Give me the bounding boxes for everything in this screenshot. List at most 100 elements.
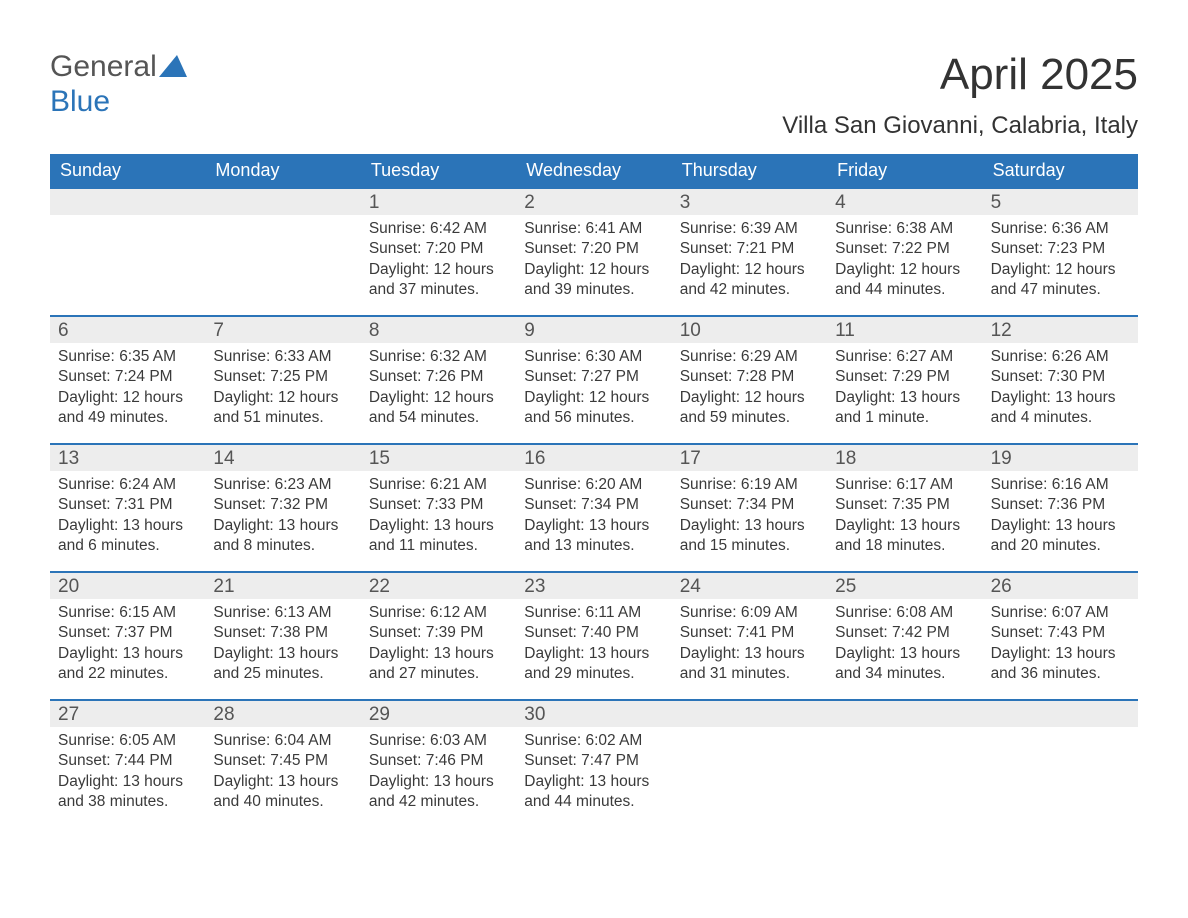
sunset-line: Sunset: 7:22 PM <box>835 239 974 259</box>
day-details: Sunrise: 6:03 AMSunset: 7:46 PMDaylight:… <box>361 727 516 819</box>
weekday-header: Monday <box>205 154 360 187</box>
sunrise-value: 6:17 AM <box>896 476 953 493</box>
sunset-label: Sunset: <box>524 624 577 641</box>
sunrise-label: Sunrise: <box>58 348 115 365</box>
daylight-label: Daylight: <box>213 389 273 406</box>
daylight-label: Daylight: <box>835 645 895 662</box>
sunset-label: Sunset: <box>524 368 577 385</box>
day-details: Sunrise: 6:32 AMSunset: 7:26 PMDaylight:… <box>361 343 516 435</box>
sunset-value: 7:30 PM <box>1047 368 1105 385</box>
sunset-value: 7:24 PM <box>115 368 173 385</box>
sunset-value: 7:23 PM <box>1047 240 1105 257</box>
sunset-value: 7:28 PM <box>737 368 795 385</box>
calendar-cell: 4Sunrise: 6:38 AMSunset: 7:22 PMDaylight… <box>827 187 982 315</box>
sunset-value: 7:20 PM <box>426 240 484 257</box>
sunset-label: Sunset: <box>835 240 888 257</box>
daylight-line: Daylight: 12 hours and 49 minutes. <box>58 388 197 429</box>
sunrise-value: 6:42 AM <box>430 220 487 237</box>
sunset-line: Sunset: 7:21 PM <box>680 239 819 259</box>
daylight-label: Daylight: <box>213 517 273 534</box>
day-number: 8 <box>361 317 516 343</box>
sunset-label: Sunset: <box>524 240 577 257</box>
day-number: 15 <box>361 445 516 471</box>
day-number: 25 <box>827 573 982 599</box>
sunrise-label: Sunrise: <box>680 220 737 237</box>
daylight-line: Daylight: 13 hours and 6 minutes. <box>58 516 197 557</box>
sunset-label: Sunset: <box>58 752 111 769</box>
sunset-line: Sunset: 7:46 PM <box>369 751 508 771</box>
sunrise-label: Sunrise: <box>991 476 1048 493</box>
day-number: 12 <box>983 317 1138 343</box>
calendar-cell: 22Sunrise: 6:12 AMSunset: 7:39 PMDayligh… <box>361 571 516 699</box>
calendar-cell: 7Sunrise: 6:33 AMSunset: 7:25 PMDaylight… <box>205 315 360 443</box>
sunset-value: 7:32 PM <box>270 496 328 513</box>
daylight-line: Daylight: 13 hours and 31 minutes. <box>680 644 819 685</box>
sunrise-line: Sunrise: 6:19 AM <box>680 475 819 495</box>
sunrise-line: Sunrise: 6:07 AM <box>991 603 1130 623</box>
sunset-value: 7:22 PM <box>892 240 950 257</box>
daylight-label: Daylight: <box>213 773 273 790</box>
sunset-label: Sunset: <box>835 624 888 641</box>
daylight-label: Daylight: <box>369 389 429 406</box>
sunrise-label: Sunrise: <box>991 348 1048 365</box>
sunrise-label: Sunrise: <box>835 604 892 621</box>
daylight-line: Daylight: 12 hours and 44 minutes. <box>835 260 974 301</box>
sunrise-value: 6:08 AM <box>896 604 953 621</box>
sunrise-label: Sunrise: <box>524 732 581 749</box>
sunrise-line: Sunrise: 6:33 AM <box>213 347 352 367</box>
day-details: Sunrise: 6:35 AMSunset: 7:24 PMDaylight:… <box>50 343 205 435</box>
day-number: 22 <box>361 573 516 599</box>
sunset-line: Sunset: 7:34 PM <box>680 495 819 515</box>
day-details: Sunrise: 6:15 AMSunset: 7:37 PMDaylight:… <box>50 599 205 691</box>
calendar-cell: 30Sunrise: 6:02 AMSunset: 7:47 PMDayligh… <box>516 699 671 827</box>
sunset-label: Sunset: <box>680 496 733 513</box>
daylight-line: Daylight: 13 hours and 29 minutes. <box>524 644 663 685</box>
sunrise-label: Sunrise: <box>680 476 737 493</box>
calendar-cell: 5Sunrise: 6:36 AMSunset: 7:23 PMDaylight… <box>983 187 1138 315</box>
sunset-line: Sunset: 7:47 PM <box>524 751 663 771</box>
sunrise-label: Sunrise: <box>680 348 737 365</box>
sunset-label: Sunset: <box>213 624 266 641</box>
day-number <box>672 701 827 727</box>
daylight-label: Daylight: <box>835 261 895 278</box>
sunset-value: 7:46 PM <box>426 752 484 769</box>
daylight-label: Daylight: <box>369 261 429 278</box>
calendar-cell: 11Sunrise: 6:27 AMSunset: 7:29 PMDayligh… <box>827 315 982 443</box>
weekday-header: Wednesday <box>516 154 671 187</box>
sunset-label: Sunset: <box>369 368 422 385</box>
sunset-value: 7:45 PM <box>270 752 328 769</box>
daylight-line: Daylight: 13 hours and 13 minutes. <box>524 516 663 557</box>
sunrise-label: Sunrise: <box>369 476 426 493</box>
day-number: 13 <box>50 445 205 471</box>
sunset-value: 7:43 PM <box>1047 624 1105 641</box>
daylight-label: Daylight: <box>680 645 740 662</box>
daylight-line: Daylight: 12 hours and 51 minutes. <box>213 388 352 429</box>
sunrise-value: 6:13 AM <box>275 604 332 621</box>
sunrise-value: 6:41 AM <box>585 220 642 237</box>
sunrise-value: 6:30 AM <box>585 348 642 365</box>
calendar-cell: 9Sunrise: 6:30 AMSunset: 7:27 PMDaylight… <box>516 315 671 443</box>
calendar-cell: 29Sunrise: 6:03 AMSunset: 7:46 PMDayligh… <box>361 699 516 827</box>
day-number: 28 <box>205 701 360 727</box>
daylight-line: Daylight: 13 hours and 36 minutes. <box>991 644 1130 685</box>
sunset-line: Sunset: 7:26 PM <box>369 367 508 387</box>
sunrise-line: Sunrise: 6:41 AM <box>524 219 663 239</box>
day-details: Sunrise: 6:38 AMSunset: 7:22 PMDaylight:… <box>827 215 982 307</box>
daylight-label: Daylight: <box>680 389 740 406</box>
calendar-cell <box>983 699 1138 827</box>
daylight-label: Daylight: <box>680 517 740 534</box>
sunrise-label: Sunrise: <box>991 604 1048 621</box>
sunrise-label: Sunrise: <box>835 220 892 237</box>
calendar-cell: 1Sunrise: 6:42 AMSunset: 7:20 PMDaylight… <box>361 187 516 315</box>
sunrise-label: Sunrise: <box>835 348 892 365</box>
daylight-line: Daylight: 13 hours and 38 minutes. <box>58 772 197 813</box>
calendar-cell: 16Sunrise: 6:20 AMSunset: 7:34 PMDayligh… <box>516 443 671 571</box>
sunset-line: Sunset: 7:20 PM <box>369 239 508 259</box>
sunset-line: Sunset: 7:37 PM <box>58 623 197 643</box>
day-details: Sunrise: 6:19 AMSunset: 7:34 PM Daylight:… <box>672 471 827 563</box>
sunrise-label: Sunrise: <box>369 220 426 237</box>
sunset-label: Sunset: <box>680 624 733 641</box>
sunrise-line: Sunrise: 6:11 AM <box>524 603 663 623</box>
day-details: Sunrise: 6:07 AMSunset: 7:43 PMDaylight:… <box>983 599 1138 691</box>
daylight-line: Daylight: 12 hours and 47 minutes. <box>991 260 1130 301</box>
